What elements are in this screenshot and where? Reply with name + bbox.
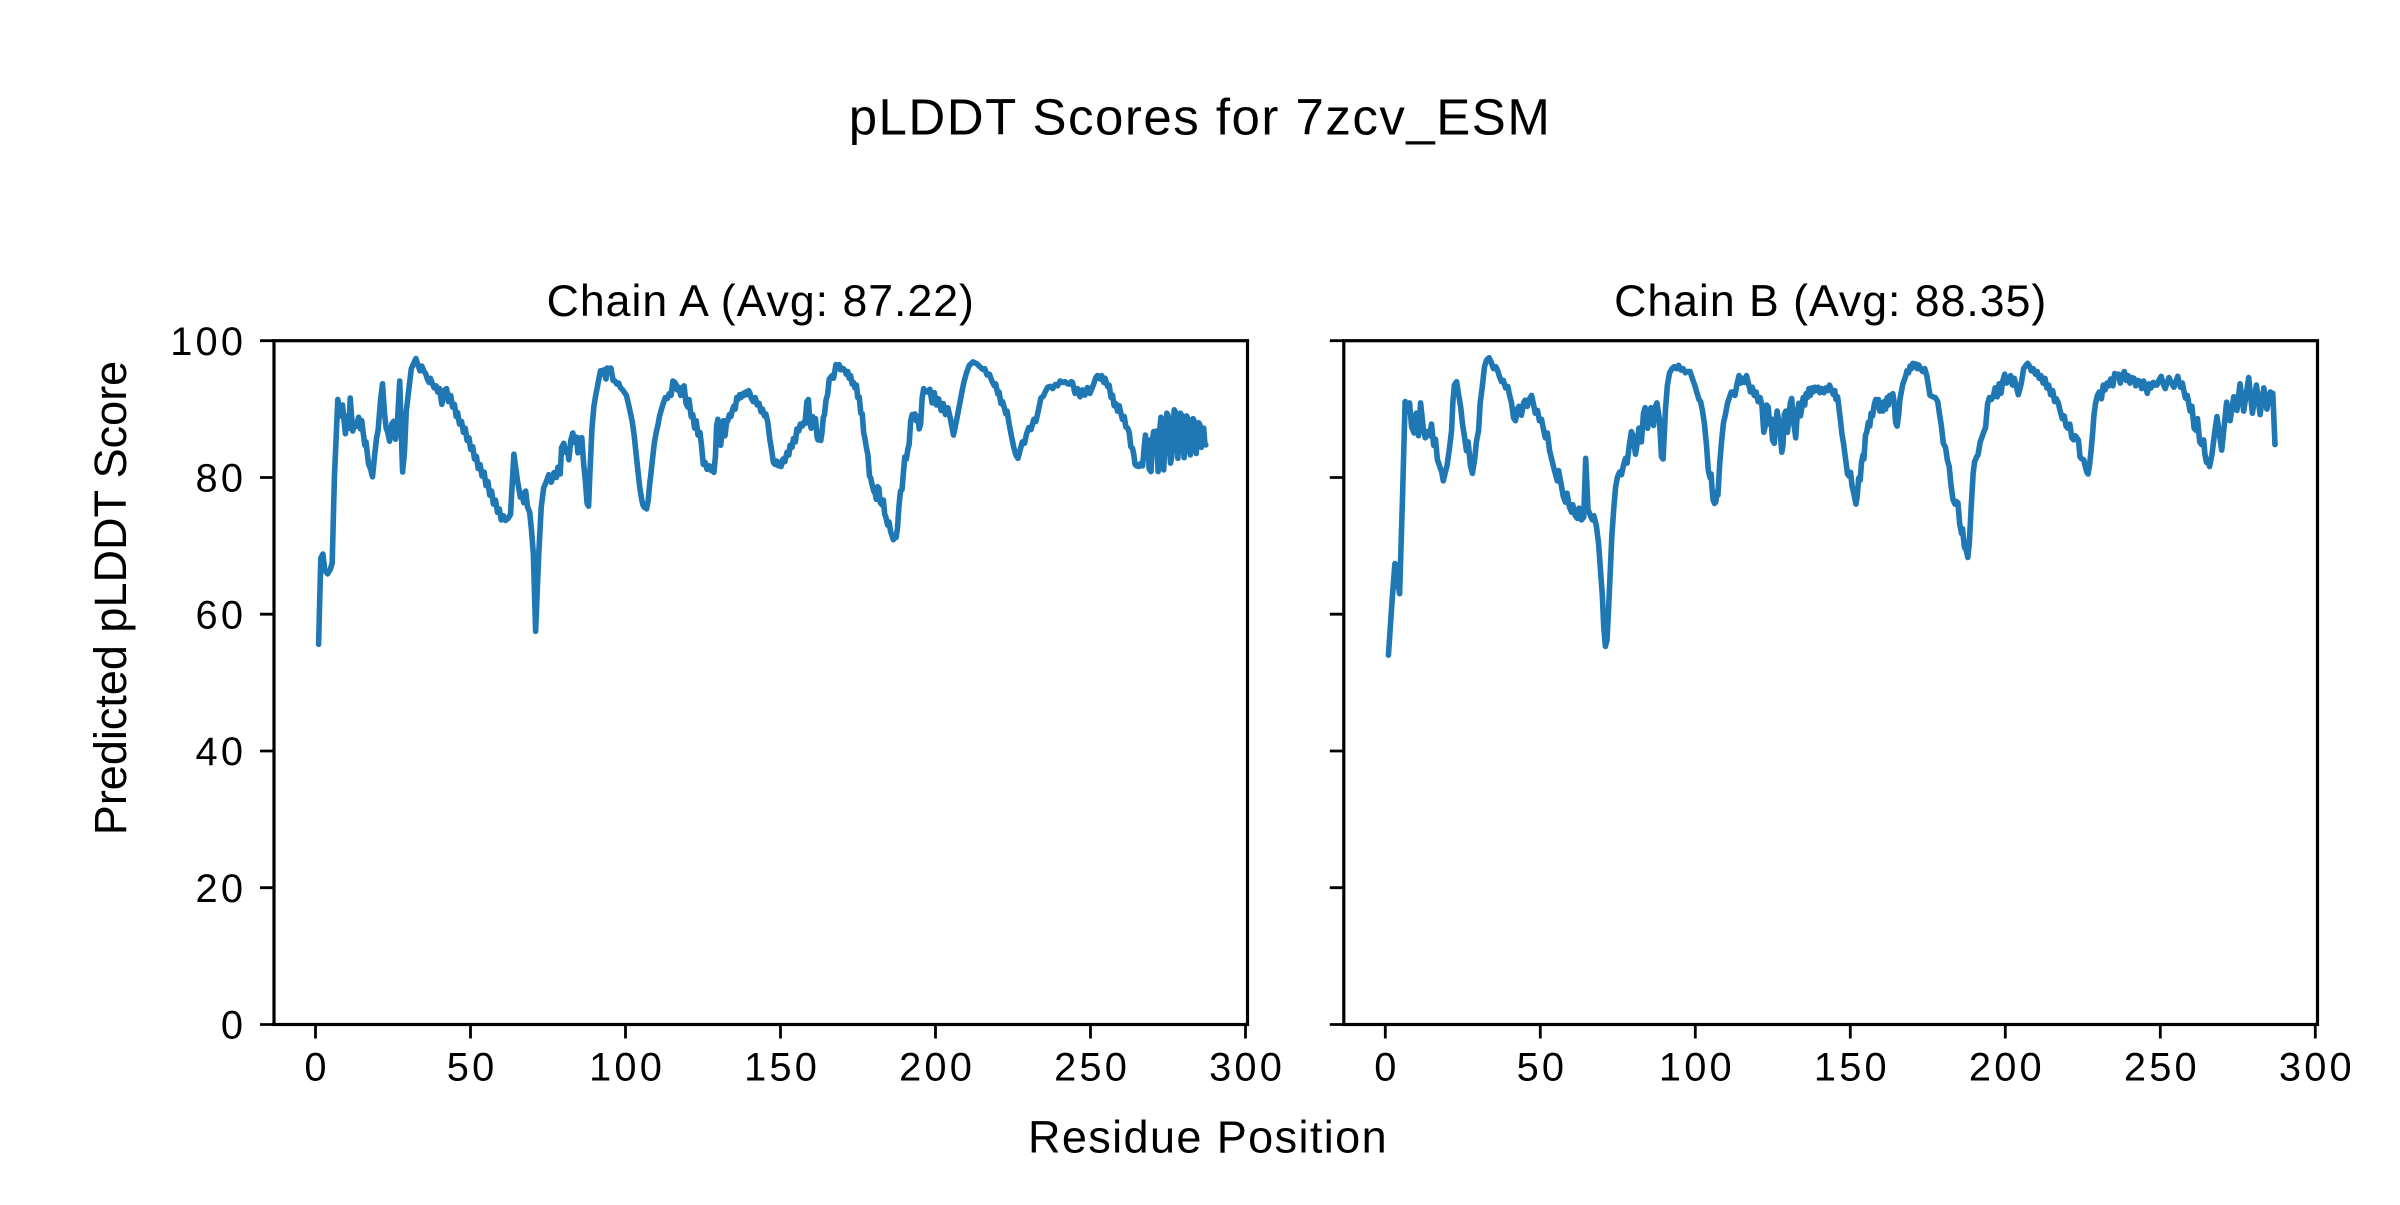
svg-text:80: 80	[196, 457, 247, 501]
svg-text:50: 50	[1517, 1046, 1568, 1090]
svg-text:pLDDT Scores for 7zcv_ESM: pLDDT Scores for 7zcv_ESM	[849, 89, 1552, 146]
svg-text:200: 200	[899, 1046, 975, 1090]
svg-text:200: 200	[1969, 1046, 2045, 1090]
svg-text:100: 100	[170, 320, 246, 364]
svg-text:300: 300	[2279, 1046, 2355, 1090]
svg-text:20: 20	[196, 867, 247, 911]
svg-text:250: 250	[2124, 1046, 2200, 1090]
svg-text:250: 250	[1054, 1046, 1130, 1090]
svg-text:Predicted pLDDT Score: Predicted pLDDT Score	[85, 361, 136, 835]
svg-text:Chain B (Avg: 88.35): Chain B (Avg: 88.35)	[1614, 277, 2047, 326]
svg-text:50: 50	[447, 1046, 498, 1090]
svg-text:150: 150	[744, 1046, 820, 1090]
svg-text:60: 60	[196, 593, 247, 637]
svg-text:Residue Position: Residue Position	[1028, 1112, 1388, 1163]
svg-text:0: 0	[221, 1004, 246, 1048]
svg-text:Chain A (Avg: 87.22): Chain A (Avg: 87.22)	[547, 277, 975, 326]
svg-text:40: 40	[196, 730, 247, 774]
svg-text:100: 100	[1659, 1046, 1735, 1090]
svg-text:100: 100	[589, 1046, 665, 1090]
svg-text:0: 0	[304, 1046, 329, 1090]
svg-text:300: 300	[1209, 1046, 1285, 1090]
svg-text:150: 150	[1814, 1046, 1890, 1090]
svg-text:0: 0	[1374, 1046, 1399, 1090]
